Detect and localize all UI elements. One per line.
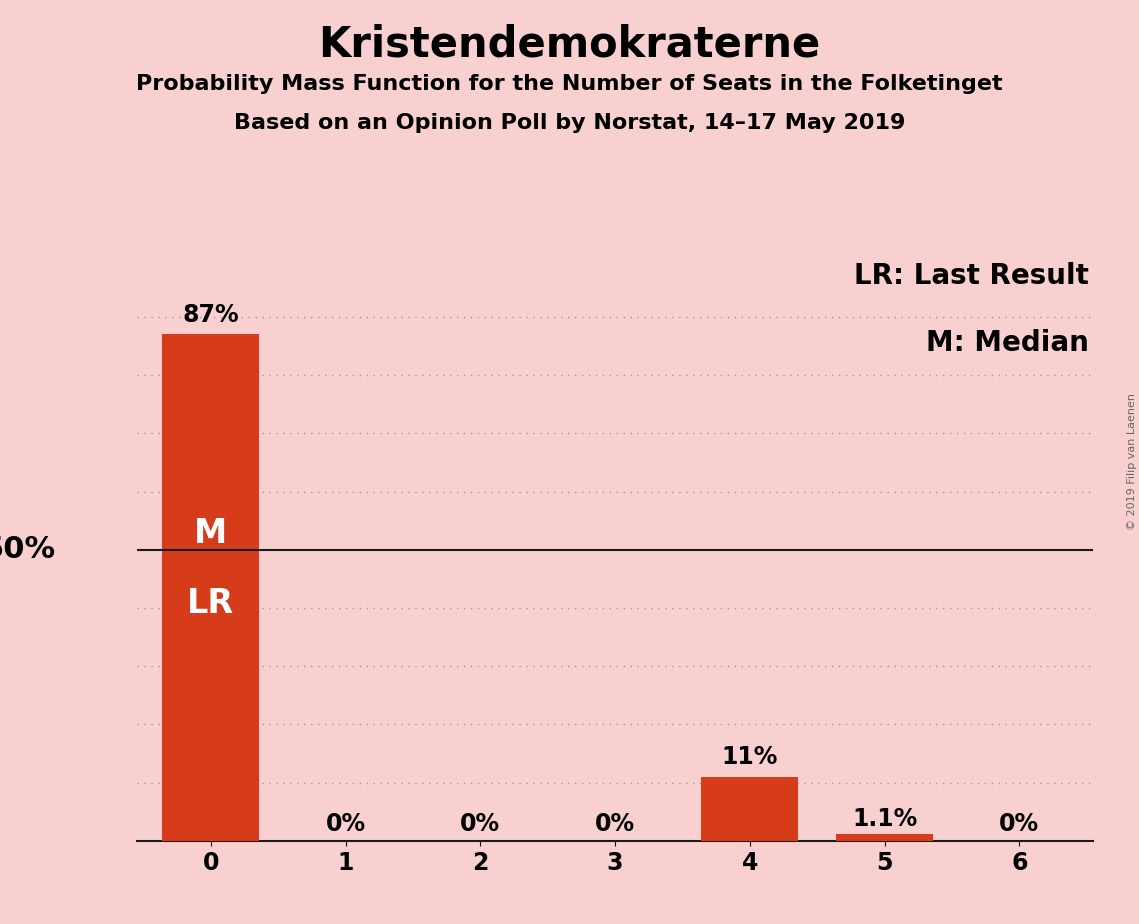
- Text: 0%: 0%: [460, 811, 500, 835]
- Text: 0%: 0%: [595, 811, 636, 835]
- Bar: [162, 334, 260, 841]
- Bar: [836, 834, 933, 841]
- Text: LR: LR: [187, 587, 235, 620]
- Text: Kristendemokraterne: Kristendemokraterne: [319, 23, 820, 65]
- Text: Probability Mass Function for the Number of Seats in the Folketinget: Probability Mass Function for the Number…: [137, 74, 1002, 94]
- Text: 0%: 0%: [999, 811, 1040, 835]
- Bar: [702, 777, 798, 841]
- Text: 50%: 50%: [0, 535, 56, 565]
- Text: 1.1%: 1.1%: [852, 807, 917, 831]
- Text: Based on an Opinion Poll by Norstat, 14–17 May 2019: Based on an Opinion Poll by Norstat, 14–…: [233, 113, 906, 133]
- Text: 11%: 11%: [722, 746, 778, 770]
- Text: M: M: [194, 517, 228, 550]
- Text: 87%: 87%: [182, 303, 239, 327]
- Text: M: Median: M: Median: [926, 329, 1089, 357]
- Text: © 2019 Filip van Laenen: © 2019 Filip van Laenen: [1126, 394, 1137, 530]
- Text: 0%: 0%: [326, 811, 366, 835]
- Text: LR: Last Result: LR: Last Result: [854, 261, 1089, 289]
